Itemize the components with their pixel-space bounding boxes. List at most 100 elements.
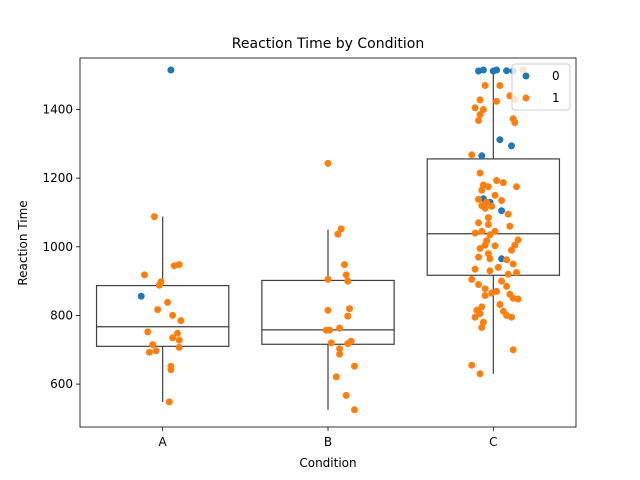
- data-point: [164, 298, 172, 306]
- legend-label-1: 1: [552, 91, 560, 105]
- data-point: [149, 341, 157, 349]
- y-axis: 600 800 1000 1200 1400: [42, 102, 80, 391]
- y-tick-label: 1400: [42, 102, 73, 116]
- data-point: [476, 245, 484, 252]
- data-point: [145, 348, 153, 356]
- data-point: [468, 275, 476, 283]
- data-point: [324, 275, 332, 283]
- data-point: [484, 214, 492, 222]
- data-point: [503, 67, 511, 75]
- data-point: [471, 104, 479, 112]
- box-iqr: [426, 158, 561, 276]
- data-point: [509, 260, 517, 268]
- y-tick-label: 1000: [42, 240, 73, 254]
- data-point: [344, 312, 352, 320]
- data-point: [468, 151, 476, 159]
- chart-title: Reaction Time by Condition: [232, 36, 424, 52]
- data-point: [513, 269, 520, 276]
- data-point: [342, 271, 350, 279]
- data-point: [344, 277, 352, 285]
- data-point: [486, 231, 494, 239]
- data-point: [481, 204, 489, 212]
- data-point: [484, 183, 492, 191]
- data-point: [169, 334, 177, 342]
- data-point: [486, 267, 494, 275]
- data-point: [484, 221, 492, 228]
- data-point: [475, 117, 482, 124]
- data-point: [324, 306, 332, 314]
- data-point: [167, 366, 175, 374]
- data-point: [498, 277, 506, 285]
- data-point: [336, 350, 344, 358]
- x-axis: A B C: [159, 427, 498, 449]
- data-point: [169, 311, 177, 319]
- data-point: [494, 263, 502, 271]
- data-point: [478, 324, 486, 331]
- data-point: [475, 219, 482, 227]
- data-point: [508, 142, 515, 150]
- data-point: [334, 230, 342, 238]
- series-1: [141, 66, 527, 414]
- x-tick-label: B: [324, 435, 332, 449]
- data-point: [475, 281, 482, 288]
- y-axis-title: Reaction Time: [16, 200, 30, 285]
- y-tick-label: 600: [50, 377, 73, 391]
- data-point: [155, 281, 163, 289]
- data-point: [479, 66, 487, 74]
- data-point: [167, 66, 175, 74]
- data-point: [491, 242, 499, 250]
- data-point: [337, 225, 345, 233]
- data-point: [468, 361, 476, 369]
- data-point: [488, 289, 496, 297]
- y-tick-label: 1200: [42, 171, 73, 185]
- data-point: [511, 119, 519, 126]
- box-a: [95, 216, 230, 402]
- data-point: [498, 197, 506, 204]
- data-point: [346, 305, 353, 313]
- data-point: [152, 347, 160, 355]
- data-point: [144, 328, 152, 336]
- data-point: [493, 66, 501, 74]
- data-point: [175, 343, 183, 351]
- series-0: [137, 66, 517, 300]
- data-point: [503, 282, 511, 290]
- data-point: [471, 229, 479, 237]
- data-point: [483, 198, 491, 206]
- data-point: [513, 183, 520, 191]
- legend-label-0: 0: [552, 69, 560, 83]
- legend-marker-0: [522, 72, 530, 80]
- data-point: [175, 261, 183, 269]
- data-point: [496, 136, 504, 144]
- data-point: [332, 373, 340, 381]
- data-point: [476, 111, 484, 119]
- data-point: [481, 285, 489, 293]
- data-point: [481, 82, 489, 89]
- data-point: [514, 295, 522, 303]
- data-point: [491, 227, 499, 235]
- data-point: [174, 329, 181, 337]
- data-point: [509, 346, 517, 354]
- data-point: [475, 253, 482, 261]
- x-tick-label: A: [159, 435, 168, 449]
- data-point: [347, 337, 355, 345]
- data-point: [486, 255, 494, 263]
- data-point: [341, 261, 348, 269]
- data-point: [342, 391, 350, 399]
- data-point: [496, 301, 504, 308]
- data-point: [475, 195, 482, 203]
- data-point: [504, 270, 512, 278]
- data-point: [478, 186, 486, 194]
- data-point: [478, 227, 486, 235]
- data-point: [508, 313, 515, 321]
- data-point: [471, 313, 479, 321]
- data-point: [476, 370, 484, 378]
- data-point: [336, 345, 344, 353]
- data-point: [150, 213, 158, 221]
- data-point: [514, 236, 522, 244]
- data-point: [496, 82, 504, 89]
- box-b: [261, 229, 395, 410]
- data-point: [154, 306, 162, 314]
- data-point: [177, 317, 185, 325]
- data-point: [488, 202, 496, 210]
- data-point: [504, 210, 512, 218]
